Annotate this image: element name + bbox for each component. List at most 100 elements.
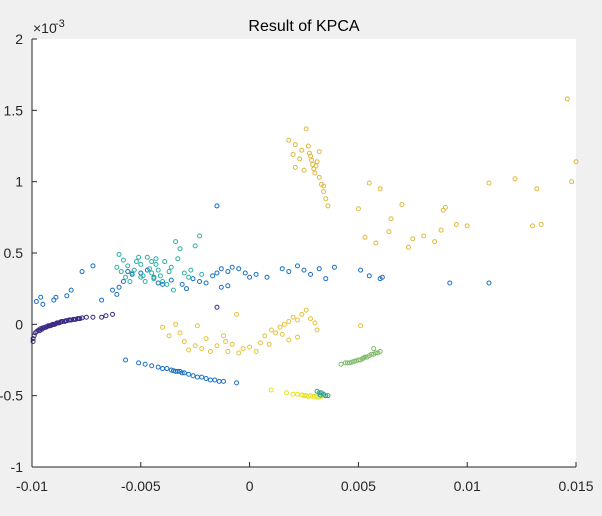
data-point bbox=[45, 323, 51, 329]
data-point bbox=[399, 201, 405, 207]
data-point bbox=[181, 370, 187, 376]
data-point bbox=[192, 343, 198, 349]
data-point bbox=[149, 363, 155, 369]
data-point bbox=[173, 239, 179, 245]
data-point bbox=[421, 233, 427, 239]
data-point bbox=[133, 259, 139, 265]
data-point bbox=[279, 266, 285, 272]
data-point bbox=[253, 348, 259, 354]
data-point bbox=[155, 280, 161, 286]
data-point bbox=[170, 287, 176, 293]
data-point bbox=[247, 274, 253, 280]
data-point bbox=[99, 297, 105, 303]
data-point bbox=[312, 320, 318, 326]
data-point bbox=[323, 196, 329, 202]
data-point bbox=[136, 254, 142, 260]
data-point bbox=[123, 357, 129, 363]
data-point bbox=[38, 294, 44, 300]
data-point bbox=[181, 270, 187, 276]
data-point bbox=[99, 314, 105, 320]
data-point bbox=[199, 374, 205, 380]
data-point bbox=[281, 321, 287, 327]
data-point bbox=[90, 263, 96, 269]
data-point bbox=[353, 358, 359, 364]
data-point bbox=[120, 279, 126, 285]
data-point bbox=[273, 330, 279, 336]
data-point bbox=[54, 320, 60, 326]
data-point bbox=[229, 341, 235, 347]
series-3 bbox=[286, 96, 579, 250]
data-point bbox=[125, 263, 131, 269]
data-point bbox=[297, 156, 303, 162]
data-point bbox=[153, 256, 159, 262]
data-point bbox=[284, 390, 290, 396]
data-point bbox=[447, 280, 453, 286]
data-point bbox=[317, 392, 323, 398]
data-point bbox=[308, 153, 314, 159]
data-point bbox=[257, 340, 263, 346]
data-point bbox=[377, 348, 383, 354]
data-point bbox=[377, 186, 383, 192]
data-point bbox=[50, 321, 56, 327]
data-point bbox=[225, 269, 231, 275]
y-tick-label: -0.5 bbox=[0, 388, 23, 404]
data-point bbox=[247, 344, 253, 350]
data-point bbox=[303, 126, 309, 132]
data-point bbox=[33, 299, 39, 305]
data-point bbox=[286, 137, 292, 143]
data-point bbox=[157, 273, 163, 279]
data-point bbox=[279, 331, 285, 337]
data-point bbox=[68, 287, 74, 293]
data-point bbox=[218, 266, 224, 272]
data-point bbox=[325, 393, 331, 399]
data-point bbox=[286, 337, 292, 343]
data-point bbox=[373, 240, 379, 246]
data-point bbox=[292, 142, 298, 148]
data-point bbox=[118, 269, 124, 275]
data-point bbox=[214, 343, 220, 349]
data-point bbox=[266, 341, 272, 347]
data-point bbox=[299, 311, 305, 317]
data-point bbox=[220, 378, 226, 384]
x-tick-label: -0.01 bbox=[16, 478, 48, 494]
data-point bbox=[464, 223, 470, 229]
data-point bbox=[110, 287, 116, 293]
data-point bbox=[220, 333, 226, 339]
data-point bbox=[486, 280, 492, 286]
data-point bbox=[301, 267, 307, 273]
data-point bbox=[110, 311, 116, 317]
data-point bbox=[331, 264, 337, 270]
data-point bbox=[305, 393, 311, 399]
data-point bbox=[164, 281, 170, 287]
data-point bbox=[218, 284, 224, 290]
data-point bbox=[294, 334, 300, 340]
data-point bbox=[234, 311, 240, 317]
data-point bbox=[362, 234, 368, 240]
data-point bbox=[160, 324, 166, 330]
data-point bbox=[90, 314, 96, 320]
data-point bbox=[292, 164, 298, 170]
data-point bbox=[207, 348, 213, 354]
data-point bbox=[368, 351, 374, 357]
data-point bbox=[312, 170, 318, 176]
data-point bbox=[181, 338, 187, 344]
data-point bbox=[184, 286, 189, 292]
data-point bbox=[534, 186, 540, 192]
data-point bbox=[309, 157, 315, 163]
data-point bbox=[347, 360, 353, 366]
y-exponent-label: ×10 -3 bbox=[33, 18, 65, 36]
data-point bbox=[453, 221, 459, 227]
data-point bbox=[338, 361, 344, 367]
data-point bbox=[349, 359, 355, 365]
data-point bbox=[199, 271, 205, 277]
data-point bbox=[316, 174, 322, 180]
data-point bbox=[313, 163, 319, 169]
data-point bbox=[203, 336, 209, 342]
data-point bbox=[214, 270, 220, 276]
data-point bbox=[186, 274, 192, 280]
data-point bbox=[114, 291, 120, 297]
data-point bbox=[149, 259, 155, 265]
y-tick-label: 1 bbox=[15, 174, 23, 190]
data-point bbox=[212, 377, 218, 383]
